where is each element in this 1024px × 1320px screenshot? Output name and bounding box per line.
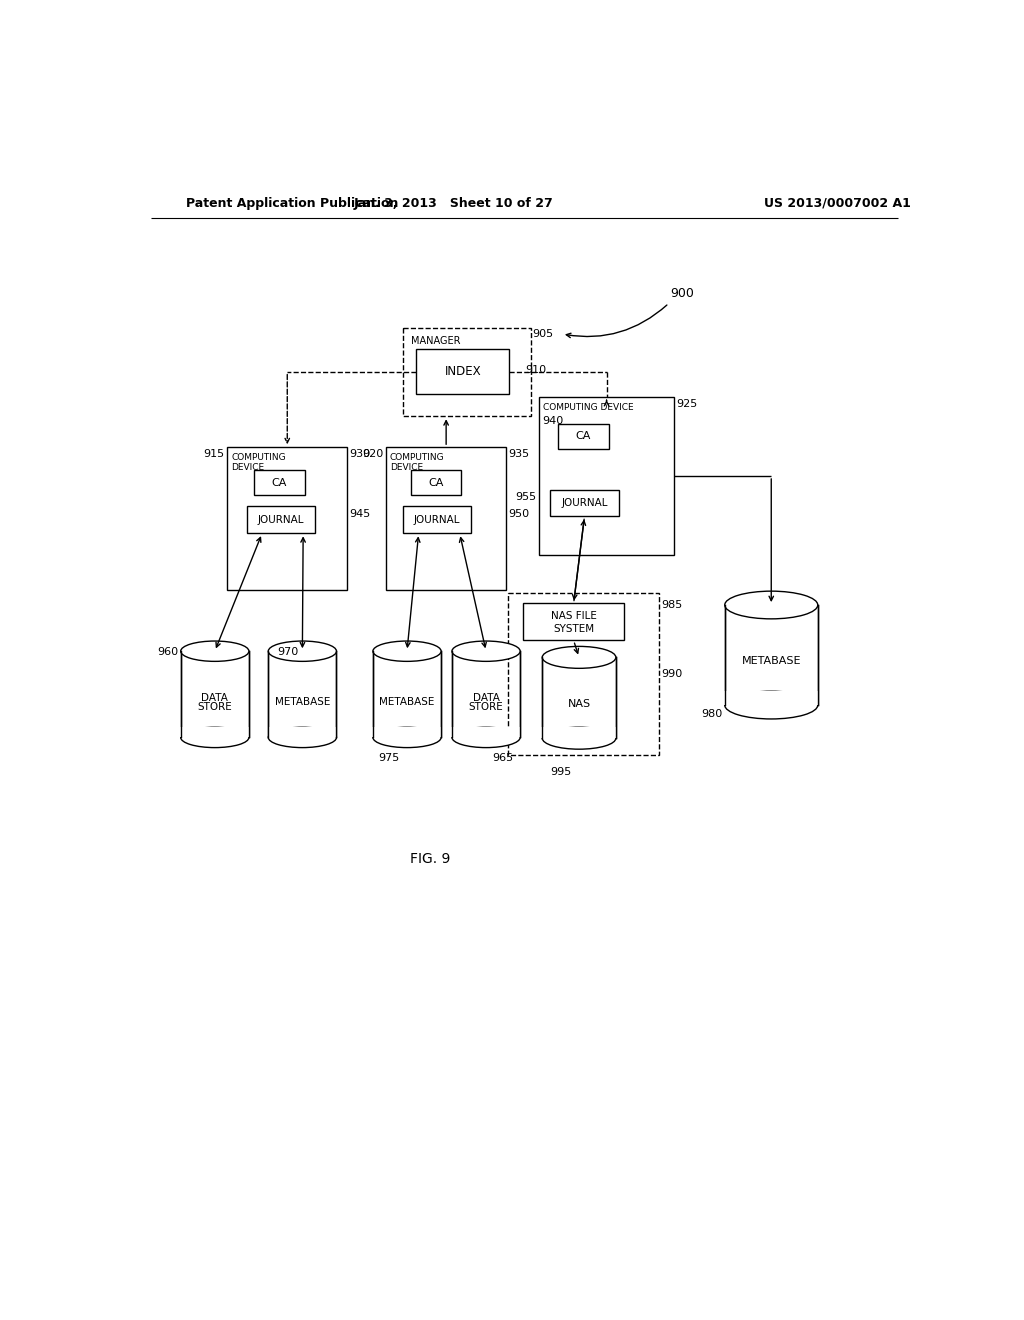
Text: 925: 925: [677, 400, 698, 409]
Text: SYSTEM: SYSTEM: [553, 624, 594, 634]
Text: CA: CA: [575, 432, 591, 441]
Bar: [386, 447, 506, 590]
Text: CA: CA: [428, 478, 443, 487]
Bar: [452, 727, 521, 738]
Ellipse shape: [725, 591, 818, 619]
Bar: [403, 507, 471, 533]
Ellipse shape: [180, 642, 249, 661]
Text: 905: 905: [532, 330, 554, 339]
Text: 970: 970: [278, 647, 299, 657]
Text: Patent Application Publication: Patent Application Publication: [186, 197, 398, 210]
Text: 975: 975: [378, 752, 399, 763]
Text: STORE: STORE: [469, 702, 504, 713]
Text: STORE: STORE: [198, 702, 232, 713]
Text: 955: 955: [515, 492, 537, 502]
Text: 940: 940: [543, 416, 564, 426]
Text: 910: 910: [524, 366, 546, 375]
Ellipse shape: [452, 642, 520, 661]
Text: INDEX: INDEX: [444, 366, 481, 379]
Text: DEVICE: DEVICE: [390, 462, 423, 471]
Text: 965: 965: [493, 752, 513, 763]
Bar: [542, 727, 616, 738]
Text: JOURNAL: JOURNAL: [561, 498, 607, 508]
Text: JOURNAL: JOURNAL: [257, 515, 304, 525]
Text: DATA: DATA: [202, 693, 228, 704]
Text: NAS FILE: NAS FILE: [551, 611, 597, 620]
Text: Jan. 3, 2013   Sheet 10 of 27: Jan. 3, 2013 Sheet 10 of 27: [353, 197, 553, 210]
Ellipse shape: [373, 642, 441, 661]
Bar: [403, 327, 531, 416]
Bar: [417, 350, 509, 395]
Ellipse shape: [373, 727, 441, 747]
Text: 980: 980: [701, 709, 722, 719]
Text: 990: 990: [662, 669, 682, 678]
Bar: [523, 603, 624, 640]
Text: METABASE: METABASE: [741, 656, 801, 667]
Ellipse shape: [725, 692, 818, 719]
Text: JOURNAL: JOURNAL: [414, 515, 461, 525]
Bar: [539, 397, 675, 554]
Ellipse shape: [268, 642, 337, 661]
Text: 930: 930: [349, 449, 371, 459]
Text: 920: 920: [362, 449, 384, 459]
Text: COMPUTING DEVICE: COMPUTING DEVICE: [543, 404, 633, 412]
Text: DEVICE: DEVICE: [231, 462, 264, 471]
Text: 985: 985: [662, 599, 682, 610]
Text: 935: 935: [509, 449, 529, 459]
Text: US 2013/0007002 A1: US 2013/0007002 A1: [764, 197, 910, 210]
Ellipse shape: [452, 727, 520, 747]
Bar: [724, 690, 818, 705]
Text: METABASE: METABASE: [274, 697, 330, 708]
Text: CA: CA: [271, 478, 287, 487]
Bar: [180, 727, 250, 738]
Ellipse shape: [543, 727, 615, 750]
Ellipse shape: [543, 647, 615, 668]
Text: 950: 950: [509, 508, 529, 519]
Bar: [267, 727, 337, 738]
Ellipse shape: [180, 727, 249, 747]
Text: METABASE: METABASE: [379, 697, 434, 708]
Text: 945: 945: [349, 508, 371, 519]
Bar: [254, 470, 305, 495]
Bar: [508, 594, 658, 755]
Text: NAS: NAS: [567, 700, 591, 709]
Text: COMPUTING: COMPUTING: [390, 453, 444, 462]
Bar: [227, 447, 347, 590]
Text: 995: 995: [550, 767, 571, 776]
Bar: [411, 470, 461, 495]
Text: COMPUTING: COMPUTING: [231, 453, 286, 462]
Text: 915: 915: [204, 449, 225, 459]
Ellipse shape: [268, 727, 337, 747]
Text: 900: 900: [671, 286, 694, 300]
Text: DATA: DATA: [473, 693, 500, 704]
Text: MANAGER: MANAGER: [411, 335, 461, 346]
Bar: [372, 727, 442, 738]
Bar: [247, 507, 314, 533]
Text: 960: 960: [158, 647, 178, 657]
Text: FIG. 9: FIG. 9: [410, 853, 451, 866]
Bar: [550, 490, 618, 516]
Bar: [558, 424, 608, 449]
